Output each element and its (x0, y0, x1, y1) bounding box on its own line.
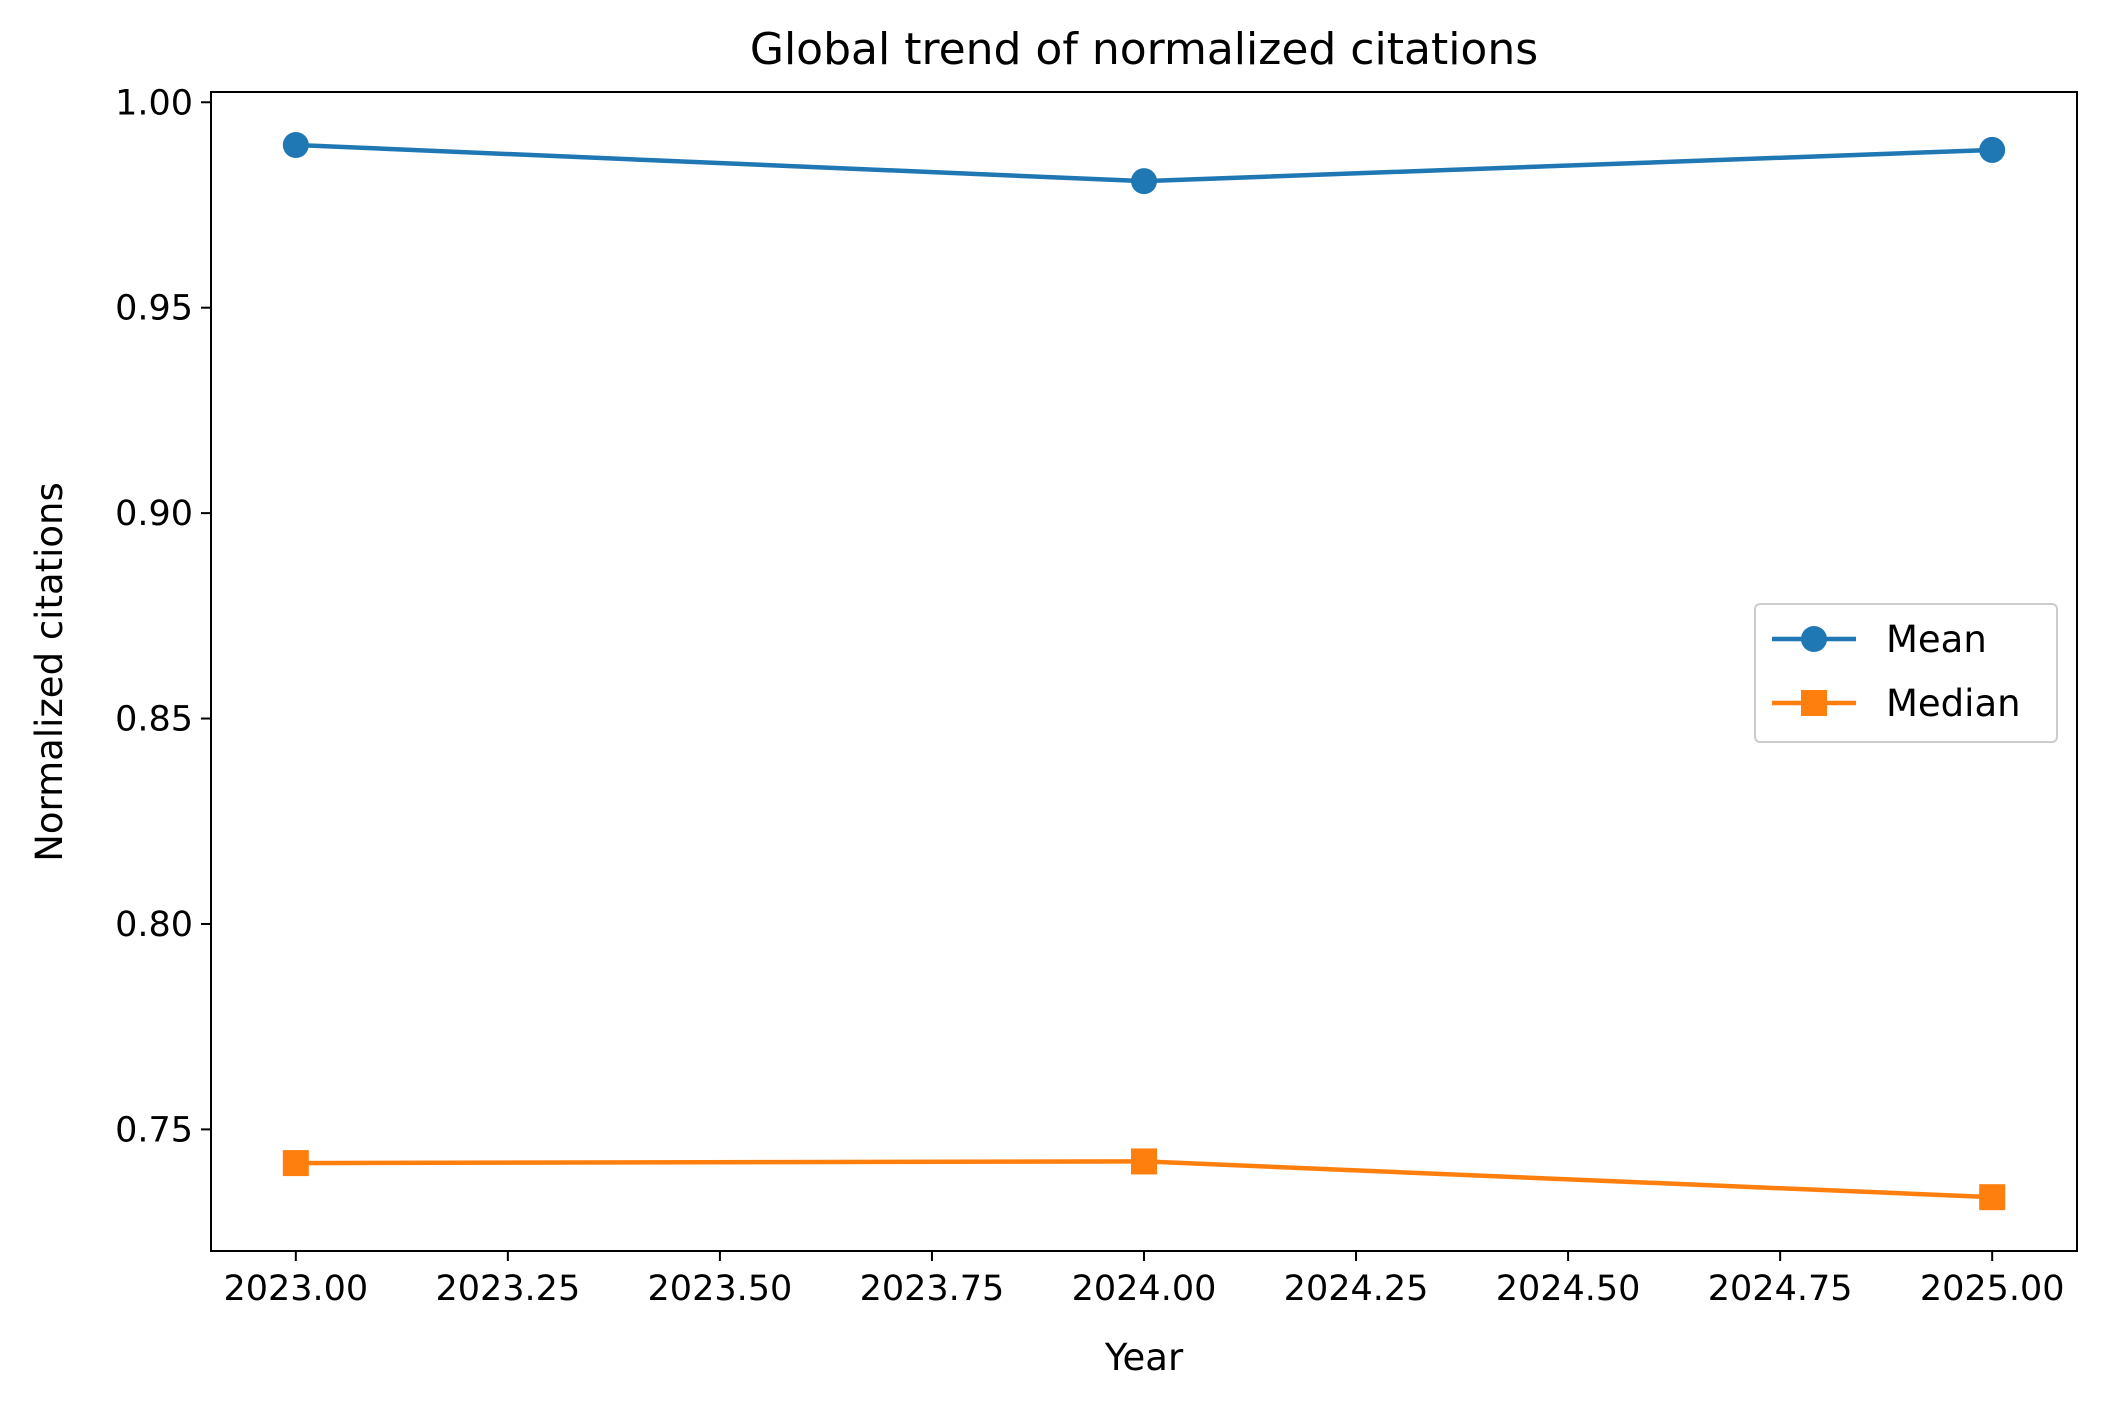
y-tick-label: 0.80 (115, 905, 193, 945)
data-point-mean (282, 131, 309, 158)
data-point-median (1979, 1184, 2006, 1211)
x-tick-label: 2023.25 (435, 1269, 580, 1309)
series-mean (282, 131, 2006, 195)
legend-label-median: Median (1886, 682, 2021, 725)
x-tick-label: 2024.25 (1284, 1269, 1429, 1309)
x-tick-label: 2023.00 (223, 1269, 368, 1309)
y-tick-label: 0.75 (115, 1110, 193, 1150)
x-axis: 2023.00 2023.25 2023.50 2023.75 2024.00 2024.… (223, 1251, 2065, 1309)
x-tick-label: 2023.50 (648, 1269, 793, 1309)
x-tick-label: 2025.00 (1920, 1269, 2065, 1309)
x-tick-label: 2023.75 (860, 1269, 1005, 1309)
y-tick-label: 0.90 (115, 494, 193, 534)
chart-title: Global trend of normalized citations (750, 24, 1538, 75)
y-tick-label: 0.95 (115, 289, 193, 329)
y-tick-label: 1.00 (115, 83, 193, 123)
series-median (282, 1148, 2006, 1211)
y-axis-label: Normalized citations (28, 482, 71, 862)
legend: Mean Median (1754, 603, 2058, 743)
y-tick-label: 0.85 (115, 700, 193, 740)
legend-item-median: Median (1772, 682, 2021, 725)
x-tick-label: 2024.50 (1496, 1269, 1641, 1309)
data-point-median (282, 1150, 309, 1177)
x-axis-label: Year (1104, 1336, 1184, 1379)
x-tick-label: 2024.75 (1708, 1269, 1853, 1309)
legend-label-mean: Mean (1886, 618, 1987, 661)
legend-marker-median (1801, 690, 1827, 716)
x-tick-label: 2024.00 (1072, 1269, 1217, 1309)
data-point-mean (1979, 136, 2006, 163)
data-point-median (1131, 1148, 1157, 1175)
legend-marker-mean (1801, 626, 1827, 652)
legend-item-mean: Mean (1772, 618, 1987, 661)
y-axis: 0.75 0.80 0.85 0.90 0.95 1.00 (115, 83, 211, 1150)
data-point-mean (1131, 168, 1157, 195)
